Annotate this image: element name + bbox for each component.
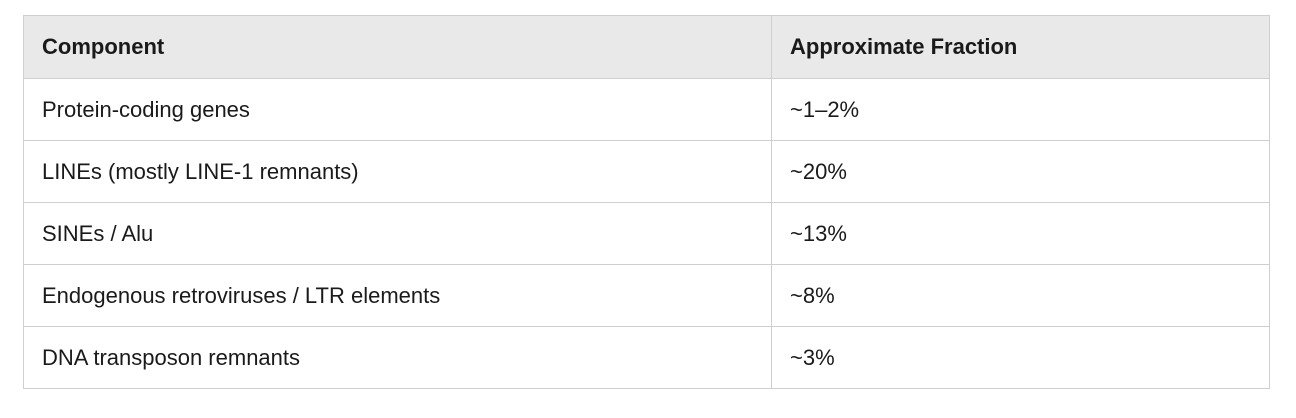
table-cell: ~8% — [771, 264, 1270, 327]
table-cell: DNA transposon remnants — [23, 326, 772, 389]
header-cell: Approximate Fraction — [771, 15, 1270, 79]
table-cell: ~1–2% — [771, 78, 1270, 141]
table-cell: Protein-coding genes — [23, 78, 772, 141]
table-cell: LINEs (mostly LINE-1 remnants) — [23, 140, 772, 203]
table-row: Endogenous retroviruses / LTR elements ~8… — [23, 264, 1270, 327]
header-cell: Component — [23, 15, 772, 79]
table-cell: Endogenous retroviruses / LTR elements — [23, 264, 772, 327]
table-header: Component Approximate Fraction — [23, 15, 1270, 79]
table-cell: SINEs / Alu — [23, 202, 772, 265]
table: Component Approximate Fraction Protein-co… — [23, 15, 1270, 389]
table-row: Protein-coding genes ~1–2% — [23, 78, 1270, 141]
table-row: LINEs (mostly LINE-1 remnants) ~20% — [23, 140, 1270, 203]
table-cell: ~20% — [771, 140, 1270, 203]
table-cell: ~3% — [771, 326, 1270, 389]
table-container: Component Approximate Fraction Protein-co… — [23, 15, 1270, 389]
table-row: SINEs / Alu ~13% — [23, 202, 1270, 265]
header-row: Component Approximate Fraction — [23, 15, 1270, 79]
table-row: DNA transposon remnants ~3% — [23, 326, 1270, 389]
table-body: Protein-coding genes ~1–2% LINEs (mostly L… — [23, 78, 1270, 389]
table-cell: ~13% — [771, 202, 1270, 265]
